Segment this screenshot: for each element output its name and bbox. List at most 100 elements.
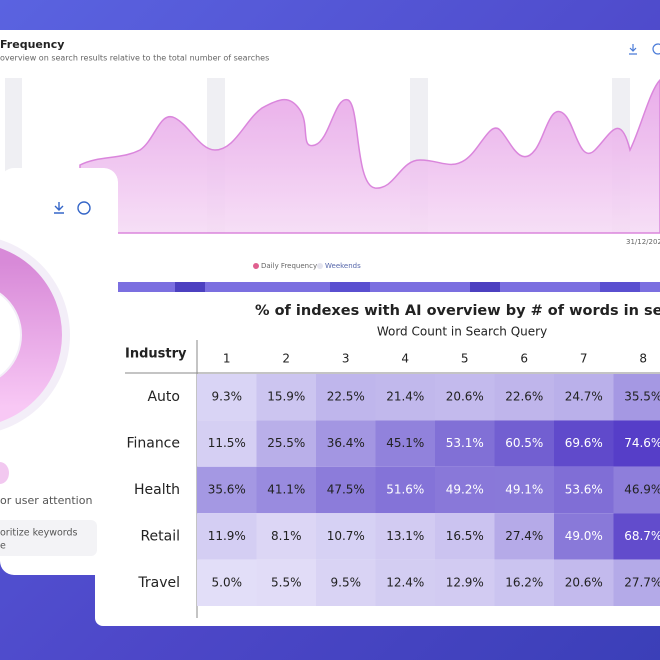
left-card [0, 168, 118, 575]
column-label: 8 [639, 352, 647, 366]
legend-swatch [317, 263, 323, 269]
heat-cell [316, 513, 376, 560]
heat-cell [494, 374, 554, 421]
heat-cell [613, 466, 660, 514]
row-label: Auto [147, 389, 180, 405]
marker [0, 462, 9, 484]
info-icon[interactable] [77, 201, 91, 215]
heat-cell [375, 466, 435, 514]
heat-cell [197, 559, 257, 606]
heat-cell [316, 466, 376, 514]
heat-cell [316, 559, 376, 606]
heat-cell [435, 466, 495, 514]
heatmap-title: % of indexes with AI overview by # of wo… [255, 303, 660, 319]
heat-cell [256, 559, 316, 606]
donut-ring [0, 243, 62, 427]
tip-text: e [0, 541, 6, 552]
cell-value: 53.6% [565, 483, 603, 497]
heat-cell [197, 420, 257, 467]
heat-cell [554, 420, 614, 467]
cell-value: 5.5% [271, 575, 302, 589]
cell-value: 5.0% [212, 575, 243, 589]
legend-swatch [253, 263, 259, 269]
caption: or user attention [0, 494, 92, 507]
cell-value: 35.6% [208, 483, 246, 497]
heat-cell [316, 420, 376, 467]
cell-value: 20.6% [565, 575, 603, 589]
cell-value: 27.7% [624, 575, 660, 589]
cell-value: 22.5% [327, 390, 365, 404]
cell-value: 9.3% [212, 390, 243, 404]
cell-value: 27.4% [505, 529, 543, 543]
heat-cell [197, 513, 257, 560]
color-strip [95, 282, 660, 292]
heat-cell [256, 420, 316, 467]
cell-value: 69.6% [565, 436, 603, 450]
cell-value: 20.6% [446, 390, 484, 404]
column-axis-title: Word Count in Search Query [377, 325, 547, 339]
legend-label: Weekends [325, 262, 361, 270]
column-label: 2 [282, 352, 290, 366]
cell-value: 49.1% [505, 483, 543, 497]
heat-cell [256, 466, 316, 514]
cell-value: 68.7% [624, 529, 660, 543]
cell-value: 46.9% [624, 483, 660, 497]
cell-value: 25.5% [267, 436, 305, 450]
date-label: 31/12/2025 [626, 238, 660, 246]
cell-value: 10.7% [327, 529, 365, 543]
legend-label: Daily Frequency [261, 262, 317, 270]
cell-value: 12.4% [386, 575, 424, 589]
heat-cell [494, 420, 554, 467]
cell-value: 12.9% [446, 575, 484, 589]
card-subtitle: overview on search results relative to t… [0, 54, 269, 63]
tip-box [0, 520, 97, 556]
cell-value: 49.2% [446, 483, 484, 497]
row-label: Retail [140, 528, 180, 544]
cell-value: 16.2% [505, 575, 543, 589]
heat-cell [375, 513, 435, 560]
cell-value: 16.5% [446, 529, 484, 543]
cell-value: 22.6% [505, 390, 543, 404]
column-label: 6 [520, 352, 528, 366]
heat-cell [375, 559, 435, 606]
cell-value: 36.4% [327, 436, 365, 450]
heat-cell [494, 559, 554, 606]
row-header: Industry [125, 347, 187, 362]
heat-cell [494, 466, 554, 514]
cell-value: 45.1% [386, 436, 424, 450]
cell-value: 21.4% [386, 390, 424, 404]
cell-value: 24.7% [565, 390, 603, 404]
heat-cell [435, 420, 495, 467]
cell-value: 11.5% [208, 436, 246, 450]
heat-cell [435, 513, 495, 560]
heat-cell [435, 559, 495, 606]
heat-cell [375, 420, 435, 467]
cell-value: 53.1% [446, 436, 484, 450]
heat-cell [256, 374, 316, 421]
cell-value: 41.1% [267, 483, 305, 497]
heat-cell [554, 513, 614, 560]
heat-cell [613, 559, 660, 606]
heat-cell [554, 374, 614, 421]
heat-cell [494, 513, 554, 560]
heat-cell [316, 374, 376, 421]
column-label: 4 [401, 352, 409, 366]
card-title: Frequency [0, 38, 64, 51]
info-icon[interactable] [652, 43, 660, 55]
column-label: 1 [223, 352, 231, 366]
heat-cell [375, 374, 435, 421]
heat-cell [554, 559, 614, 606]
download-icon[interactable] [54, 202, 64, 214]
heat-cell [613, 513, 660, 560]
cell-value: 9.5% [331, 575, 362, 589]
heat-cell [554, 466, 614, 514]
daily-frequency-area [79, 78, 660, 234]
heat-cell [197, 374, 257, 421]
column-label: 3 [342, 352, 350, 366]
cell-value: 74.6% [624, 436, 660, 450]
heat-cell [197, 466, 257, 514]
tip-text: oritize keywords [0, 528, 78, 539]
download-icon[interactable] [629, 44, 637, 55]
